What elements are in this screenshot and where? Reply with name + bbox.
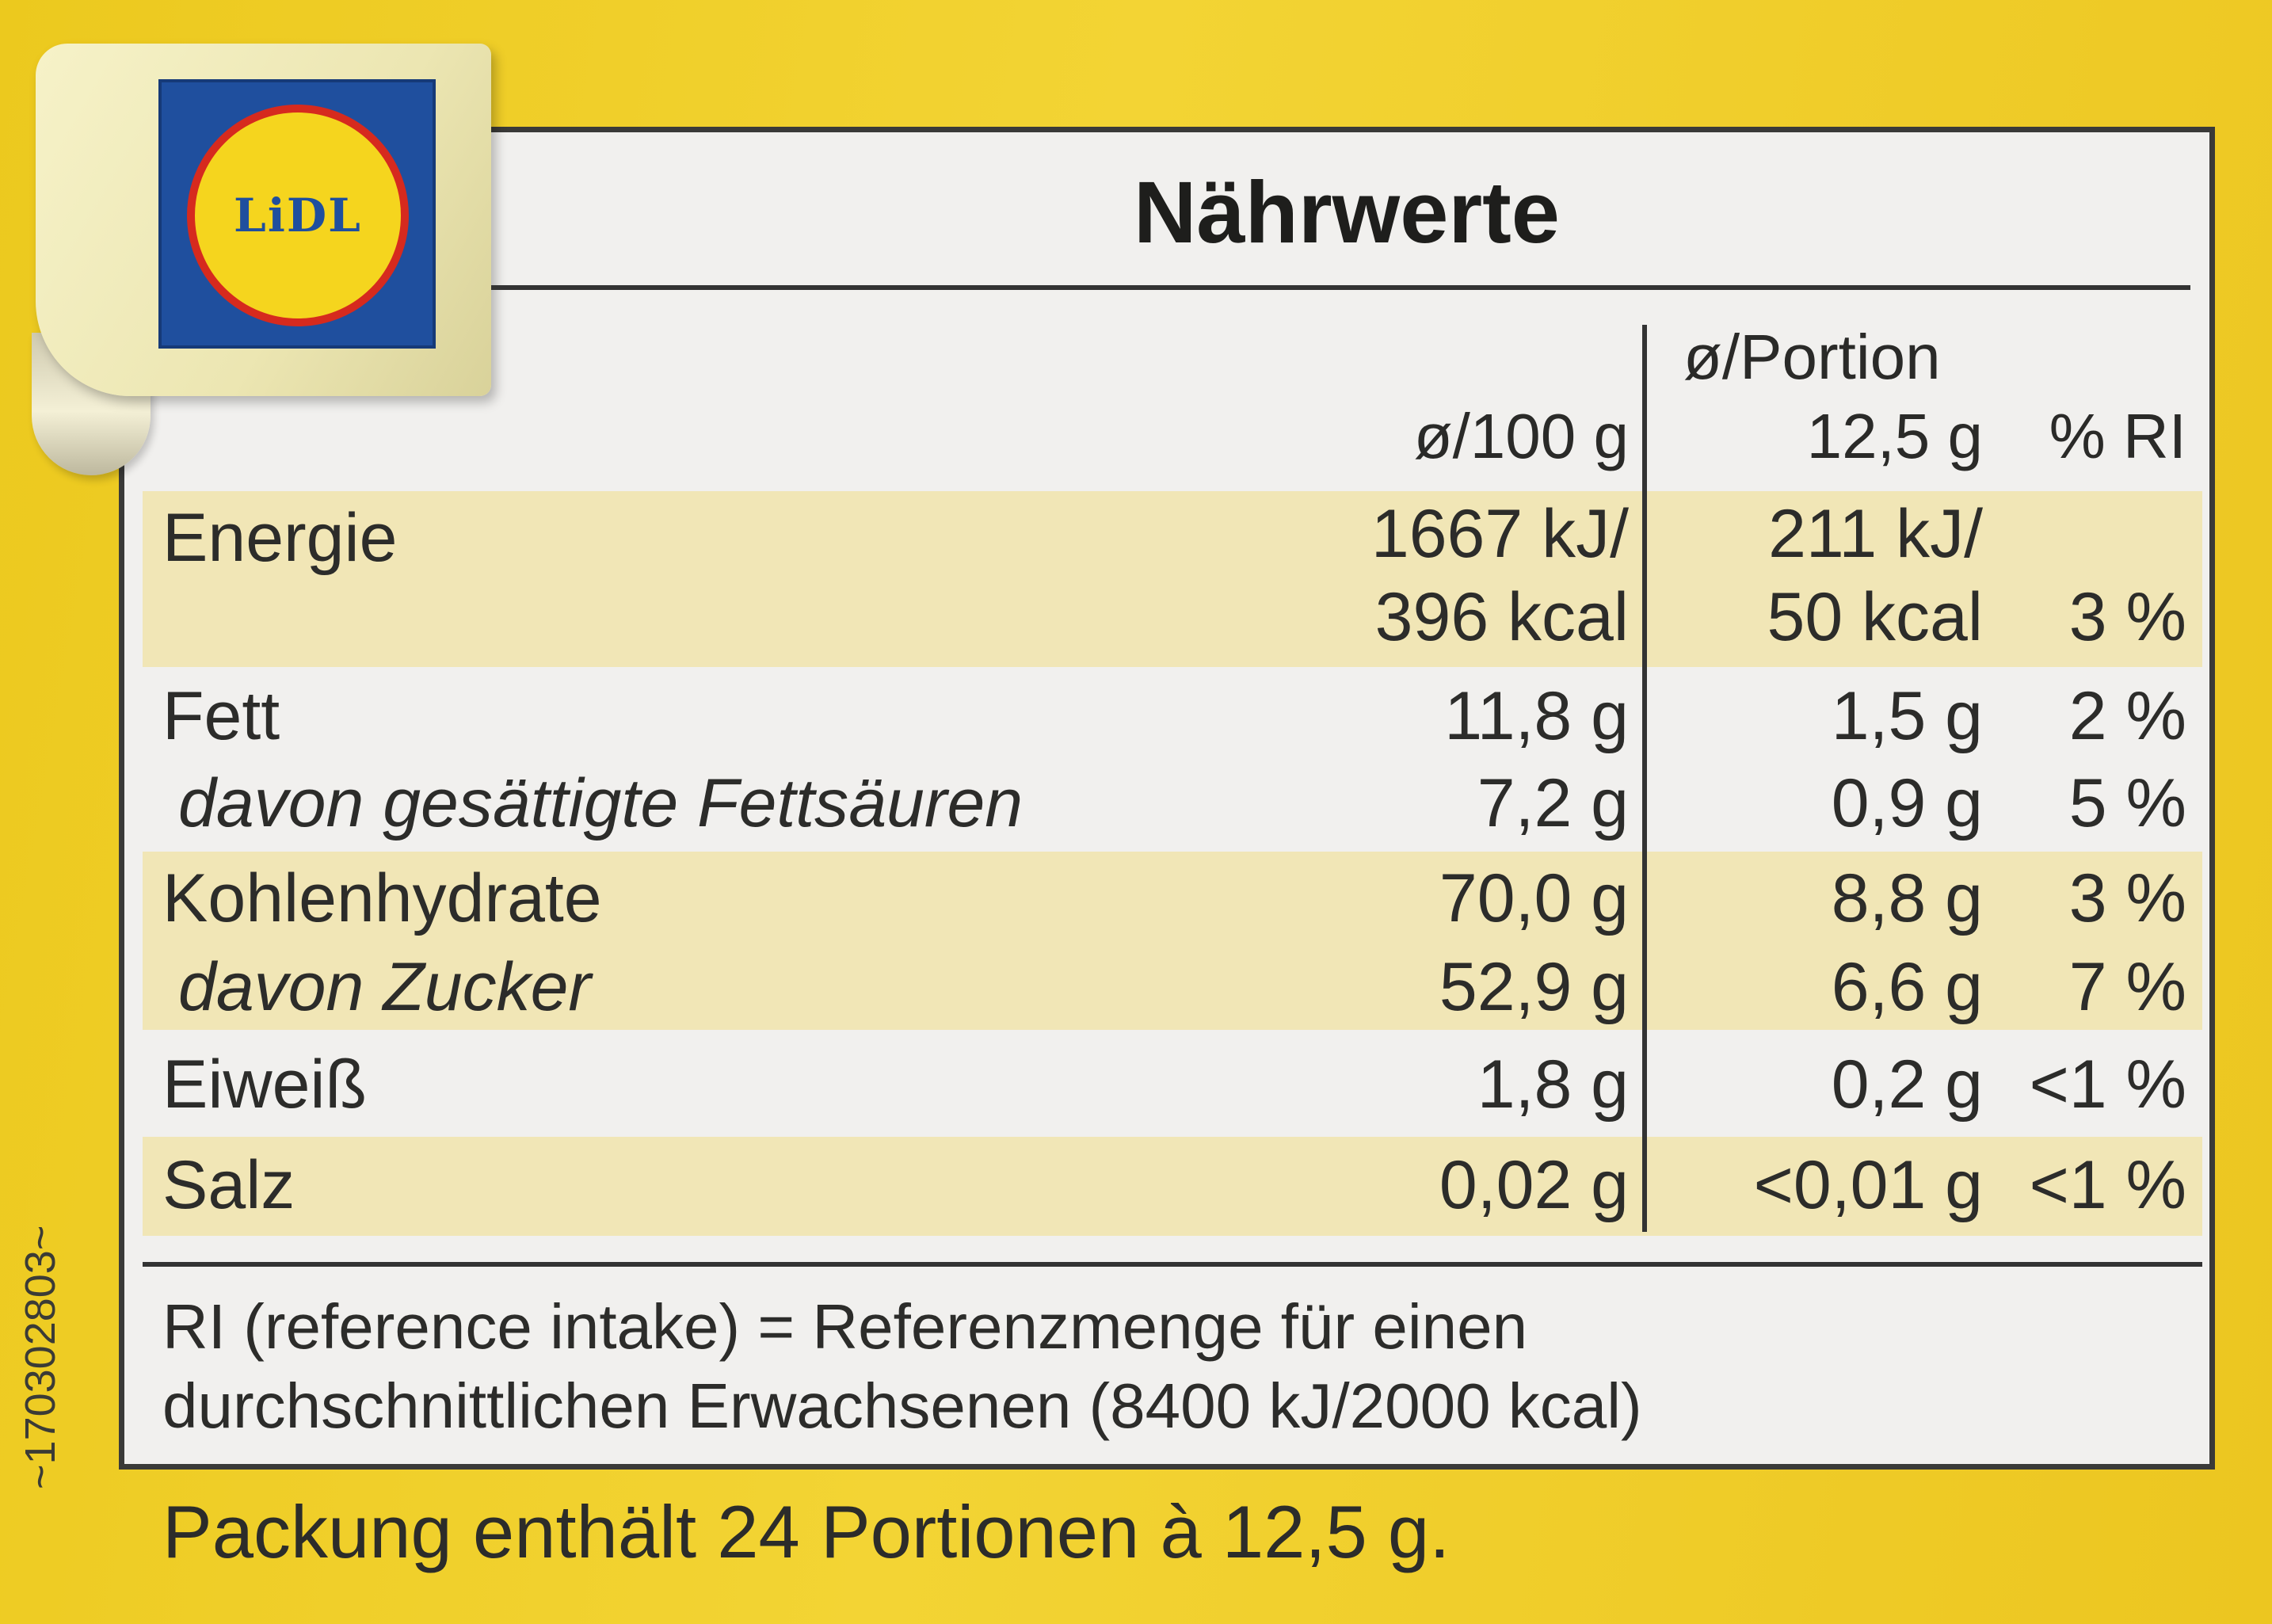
protein-ri: <1 % [2029,1046,2186,1123]
energy-ri: 3 % [2068,579,2186,655]
header-portion-size: 12,5 g [1806,401,1983,471]
row-label-saturated-fat: davon gesättigte Fettsäuren [178,765,1024,841]
panel-title: Nährwerte [1134,164,1560,261]
row-label-energy: Energie [162,500,398,576]
saturated-fat-per100: 7,2 g [1477,765,1629,841]
lidl-logo: LiDL [158,79,436,349]
fat-portion: 1,5 g [1831,678,1983,754]
carbs-band [143,852,2202,1030]
saturated-fat-ri: 5 % [2068,765,2186,841]
salt-ri: <1 % [2029,1147,2186,1223]
lidl-logo-text: LiDL [234,189,362,242]
salt-per100: 0,02 g [1439,1147,1629,1223]
carbohydrates-per100: 70,0 g [1439,860,1629,936]
fat-ri: 2 % [2068,678,2186,754]
salt-band [143,1137,2202,1236]
ri-footnote: RI (reference intake) = Referenzmenge fü… [162,1287,1642,1446]
carbohydrates-ri: 3 % [2068,860,2186,936]
package-portion-info: Packung enthält 24 Portionen à 12,5 g. [162,1490,1450,1573]
column-divider [1642,325,1647,1232]
ri-footnote-line2: durchschnittlichen Erwachsenen (8400 kJ/… [162,1370,1642,1441]
sugar-per100: 52,9 g [1439,949,1629,1025]
lidl-logo-ring: LiDL [187,105,409,326]
salt-portion: <0,01 g [1753,1147,1983,1223]
header-ri: % RI [2049,401,2186,471]
sugar-portion: 6,6 g [1831,949,1983,1025]
saturated-fat-portion: 0,9 g [1831,765,1983,841]
energy-band [143,491,2202,667]
row-label-salt: Salz [162,1147,295,1223]
row-label-fat: Fett [162,678,280,754]
side-batch-code: ~170302803~ [17,1225,64,1489]
carbohydrates-portion: 8,8 g [1831,860,1983,936]
row-label-sugar: davon Zucker [178,949,592,1025]
protein-per100: 1,8 g [1477,1046,1629,1123]
header-portion-label: ø/Portion [1683,322,1941,392]
protein-portion: 0,2 g [1831,1046,1983,1123]
ri-footnote-line1: RI (reference intake) = Referenzmenge fü… [162,1291,1528,1362]
energy-portion-kj: 211 kJ/ [1768,496,1983,572]
title-divider [491,285,2190,290]
fat-per100: 11,8 g [1444,678,1629,754]
energy-portion-kcal: 50 kcal [1767,579,1984,655]
sugar-ri: 7 % [2068,949,2186,1025]
energy-per100-kj: 1667 kJ/ [1370,496,1629,572]
footnote-divider [143,1262,2202,1267]
row-label-carbohydrates: Kohlenhydrate [162,860,602,936]
header-per-100g: ø/100 g [1413,401,1629,471]
row-label-protein: Eiweiß [162,1046,368,1123]
energy-per100-kcal: 396 kcal [1374,579,1629,655]
